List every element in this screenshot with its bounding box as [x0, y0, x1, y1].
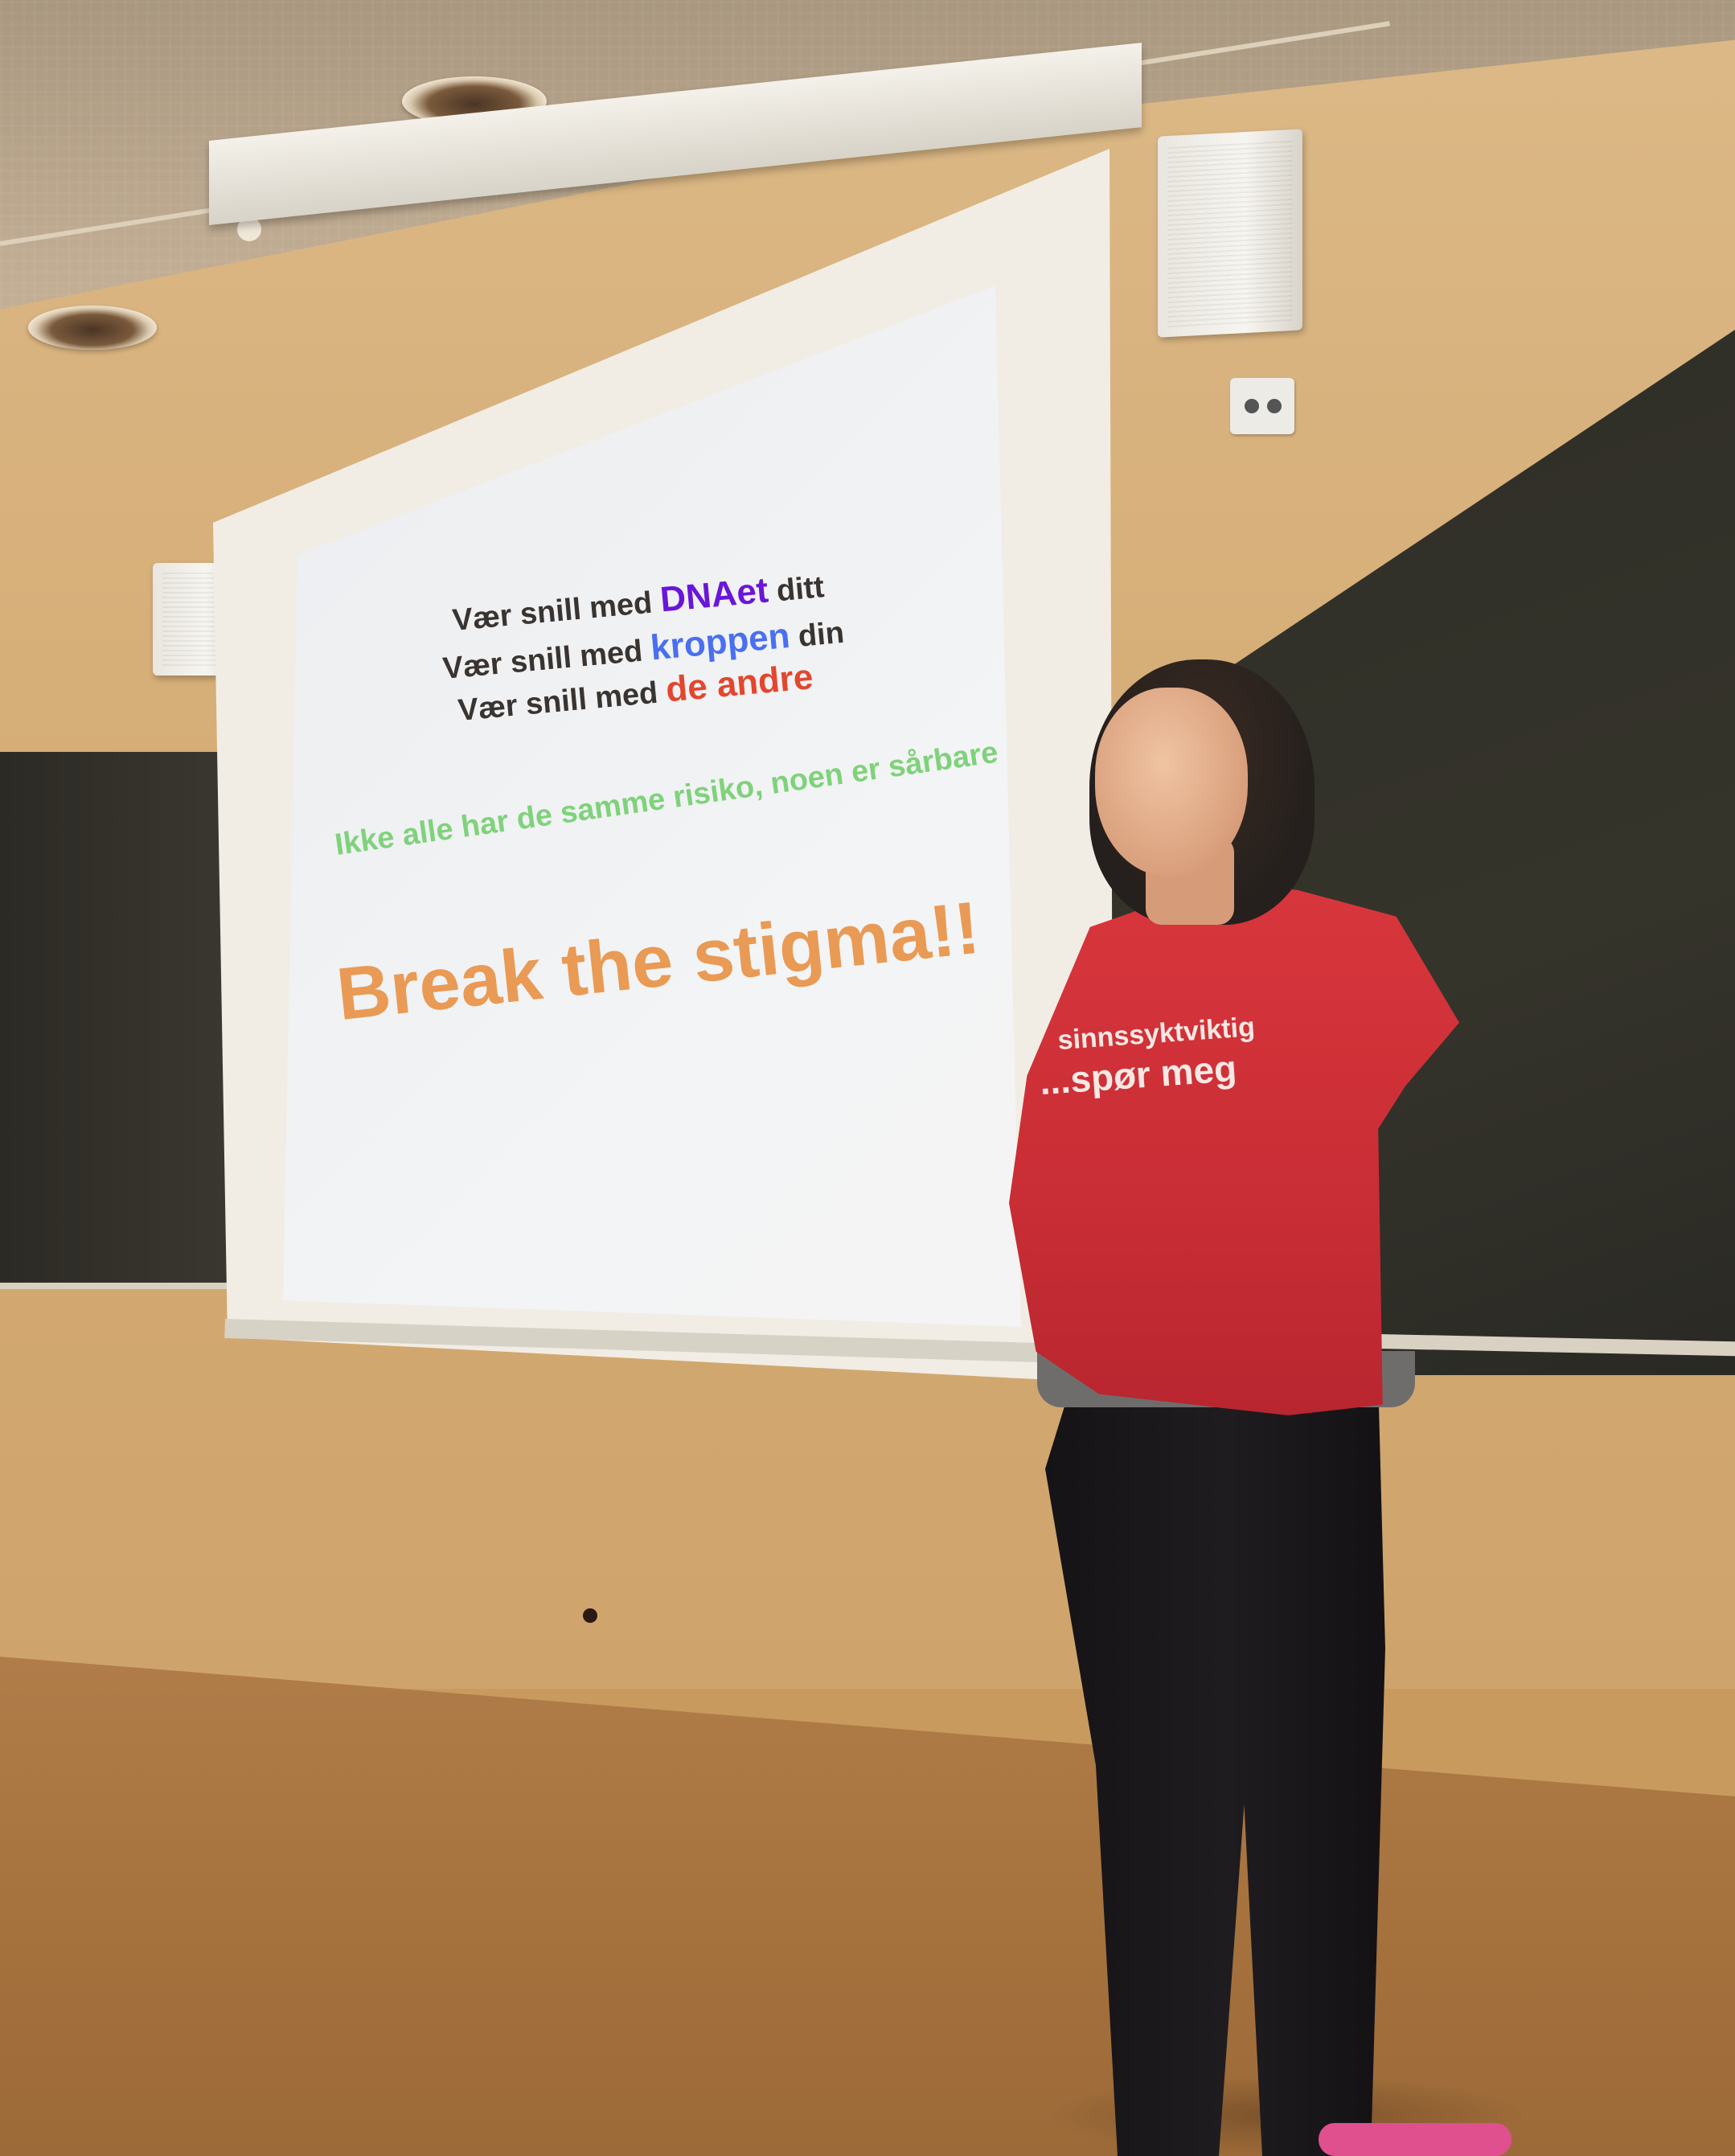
wall-speaker — [1158, 129, 1302, 338]
ceiling-downlight — [28, 306, 157, 350]
chalkboard-left — [0, 752, 241, 1283]
pink-object — [1319, 2123, 1511, 2156]
slide-text: din — [788, 615, 846, 655]
pull-cord-handle — [583, 1608, 597, 1623]
power-outlet — [1230, 378, 1294, 434]
slide-text: ditt — [766, 570, 826, 610]
face — [1095, 688, 1248, 877]
